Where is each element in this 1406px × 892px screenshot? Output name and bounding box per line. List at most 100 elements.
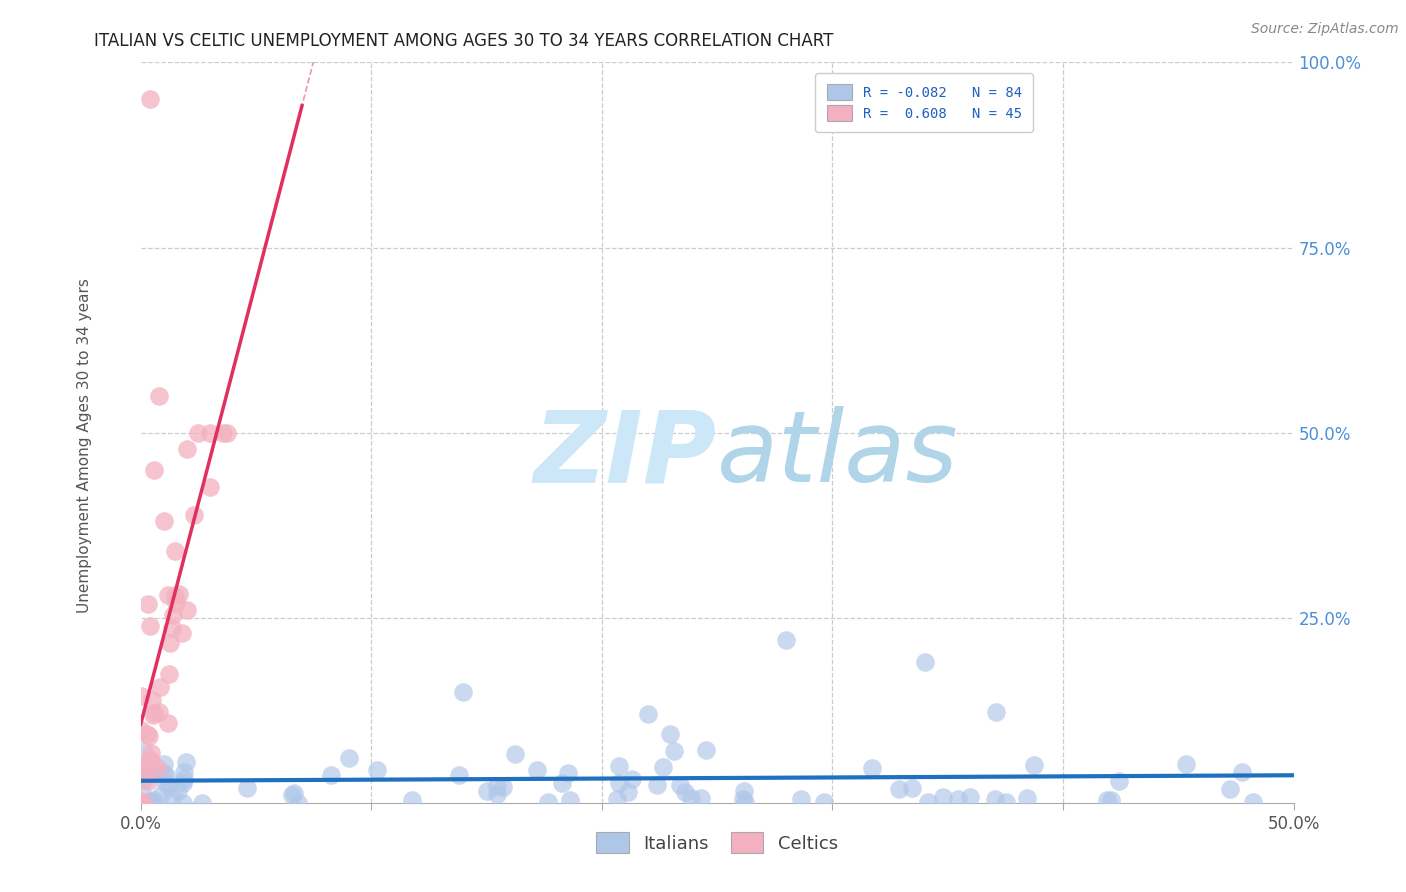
Point — [1219, 782, 1241, 797]
Point — [159, 636, 181, 650]
Point — [860, 761, 883, 775]
Point — [658, 727, 681, 741]
Legend: Italians, Celtics: Italians, Celtics — [589, 825, 845, 861]
Point — [138, 729, 160, 743]
Point — [160, 621, 183, 635]
Point — [917, 795, 939, 809]
Point — [162, 608, 184, 623]
Point — [176, 442, 198, 456]
Point — [160, 789, 183, 804]
Point — [155, 775, 177, 789]
Point — [551, 776, 574, 790]
Point — [212, 425, 235, 440]
Point — [167, 586, 190, 600]
Point — [152, 766, 174, 780]
Point — [1015, 791, 1038, 805]
Point — [136, 727, 159, 741]
Point — [491, 780, 513, 794]
Point — [1022, 757, 1045, 772]
Point — [215, 425, 238, 440]
Point — [141, 764, 163, 778]
Point — [165, 544, 187, 558]
Point — [236, 780, 259, 795]
Text: ZIP: ZIP — [534, 407, 717, 503]
Point — [1108, 773, 1130, 788]
Point — [1230, 765, 1253, 780]
Point — [143, 462, 166, 476]
Point — [447, 767, 470, 781]
Point — [183, 508, 205, 522]
Text: atlas: atlas — [717, 407, 959, 503]
Point — [152, 515, 174, 529]
Point — [174, 756, 197, 770]
Point — [281, 789, 304, 803]
Point — [187, 425, 209, 440]
Point — [994, 795, 1017, 809]
Point — [191, 796, 214, 810]
Point — [138, 597, 160, 611]
Point — [1174, 757, 1197, 772]
Point — [173, 772, 195, 786]
Point — [536, 795, 558, 809]
Point — [132, 744, 155, 758]
Point — [775, 632, 797, 647]
Point — [142, 706, 165, 720]
Point — [679, 791, 702, 805]
Text: Source: ZipAtlas.com: Source: ZipAtlas.com — [1251, 22, 1399, 37]
Point — [283, 786, 305, 800]
Point — [148, 705, 170, 719]
Point — [1095, 793, 1118, 807]
Point — [157, 779, 180, 793]
Point — [616, 785, 638, 799]
Point — [141, 746, 163, 760]
Point — [475, 784, 498, 798]
Point — [141, 692, 163, 706]
Point — [932, 789, 955, 804]
Point — [157, 715, 180, 730]
Point — [165, 589, 187, 603]
Point — [131, 796, 153, 810]
Text: Unemployment Among Ages 30 to 34 years: Unemployment Among Ages 30 to 34 years — [77, 278, 91, 614]
Point — [453, 685, 475, 699]
Point — [198, 480, 221, 494]
Point — [287, 796, 309, 810]
Point — [149, 680, 172, 694]
Point — [606, 792, 628, 806]
Point — [139, 92, 162, 106]
Point — [198, 425, 221, 440]
Point — [485, 779, 508, 793]
Point — [1241, 796, 1264, 810]
Point — [651, 760, 673, 774]
Point — [155, 769, 177, 783]
Point — [607, 775, 630, 789]
Point — [621, 772, 644, 787]
Point — [664, 743, 686, 757]
Point — [669, 779, 692, 793]
Point — [129, 723, 152, 737]
Point — [166, 784, 188, 798]
Point — [887, 781, 910, 796]
Point — [337, 751, 360, 765]
Point — [607, 758, 630, 772]
Point — [146, 766, 169, 780]
Point — [485, 788, 508, 802]
Point — [959, 789, 981, 804]
Point — [172, 796, 194, 810]
Point — [165, 597, 187, 611]
Point — [637, 706, 659, 721]
Point — [176, 603, 198, 617]
Point — [139, 795, 162, 809]
Point — [172, 625, 194, 640]
Point — [984, 705, 1007, 719]
Point — [173, 764, 195, 779]
Point — [645, 778, 668, 792]
Point — [132, 772, 155, 787]
Point — [146, 761, 169, 775]
Point — [901, 781, 924, 796]
Point — [984, 791, 1007, 805]
Point — [129, 794, 152, 808]
Point — [948, 792, 970, 806]
Point — [401, 793, 423, 807]
Point — [138, 753, 160, 767]
Point — [558, 793, 581, 807]
